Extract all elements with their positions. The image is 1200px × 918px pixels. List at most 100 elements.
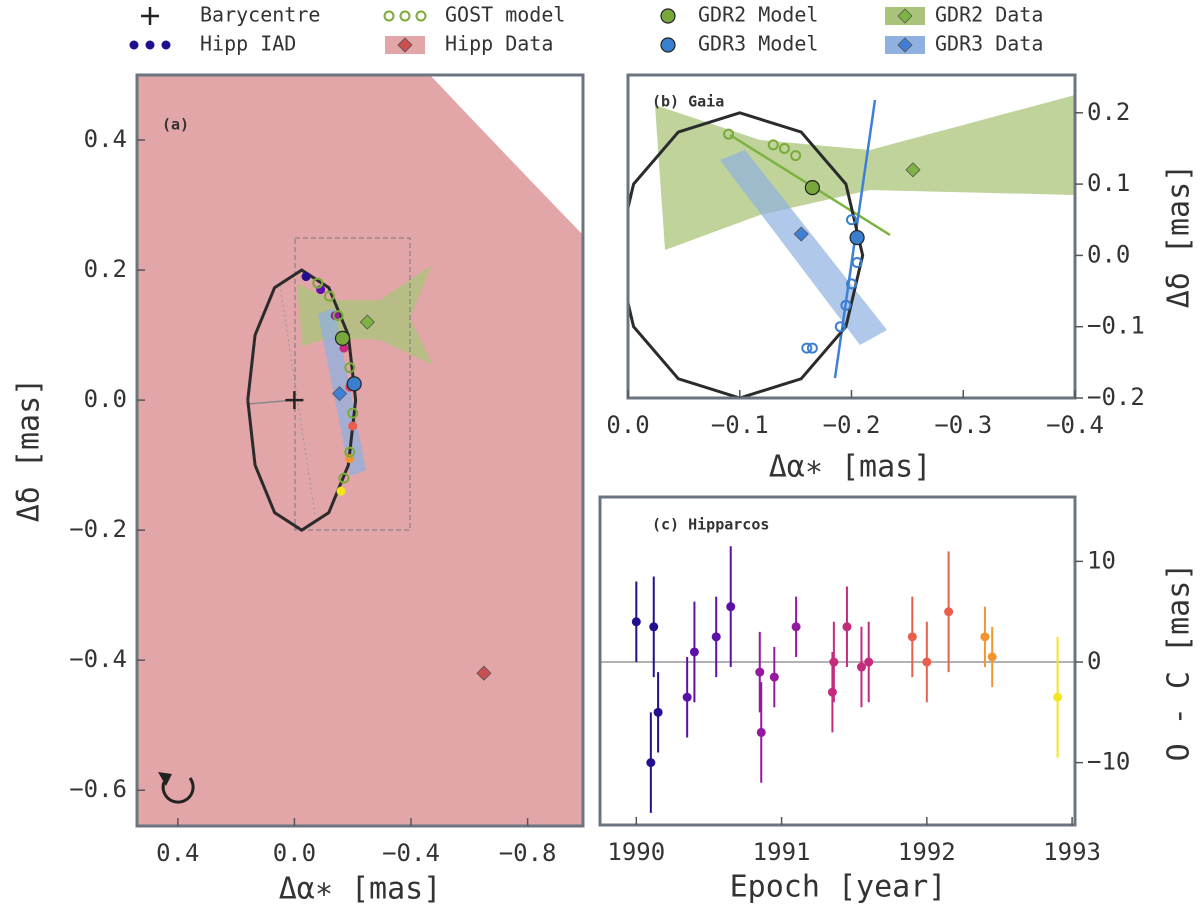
data-point bbox=[301, 272, 311, 282]
data-point bbox=[755, 667, 765, 677]
orbit bbox=[246, 268, 358, 532]
data-point bbox=[649, 622, 659, 632]
x-tick-label: 1992 bbox=[898, 838, 956, 866]
legend-label: GDR3 Data bbox=[935, 32, 1043, 56]
legend-entry: GDR3 Data bbox=[885, 32, 1043, 56]
legend-entry: GOST model bbox=[383, 3, 565, 27]
legend-entry: GDR3 Model bbox=[660, 32, 818, 56]
legend-entry: GDR2 Data bbox=[885, 3, 1043, 27]
model-point bbox=[767, 139, 779, 151]
uncertainty-region bbox=[297, 265, 433, 365]
data-point bbox=[842, 622, 852, 632]
rotation-icon bbox=[161, 777, 195, 804]
x-tick-label: 1990 bbox=[607, 838, 665, 866]
data-point bbox=[944, 607, 954, 617]
model-point bbox=[834, 321, 846, 333]
y-tick-label: 0.0 bbox=[1087, 240, 1130, 268]
y-tick-label: −0.4 bbox=[69, 645, 127, 673]
x-axis-label: Δα∗ [mas] bbox=[769, 450, 932, 485]
legend-marker bbox=[399, 10, 411, 22]
rotation-arrow bbox=[158, 772, 172, 786]
legend-marker bbox=[660, 8, 676, 24]
data-point bbox=[864, 657, 874, 667]
x-tick-label: −0.2 bbox=[823, 411, 881, 439]
data-point bbox=[682, 692, 692, 702]
y-tick-label: 0.1 bbox=[1087, 169, 1130, 197]
plot-area bbox=[137, 75, 583, 826]
plot-area bbox=[600, 546, 1091, 813]
data-point bbox=[336, 486, 346, 496]
data-point bbox=[980, 632, 990, 642]
legend-marker bbox=[415, 10, 427, 22]
y-tick-label: 10 bbox=[1087, 546, 1116, 574]
data-point bbox=[987, 652, 997, 662]
x-tick-label: 1993 bbox=[1043, 838, 1101, 866]
legend-label: Barycentre bbox=[200, 3, 320, 27]
x-tick-label: −0.3 bbox=[934, 411, 992, 439]
y-tick-label: −0.2 bbox=[1087, 383, 1145, 411]
model-point bbox=[347, 407, 359, 419]
model-point bbox=[846, 278, 857, 290]
data-point bbox=[791, 622, 801, 632]
y-tick-label: −0.6 bbox=[69, 775, 127, 803]
y-axis-label: Δδ [mas] bbox=[12, 378, 47, 523]
panel-title: (b) Gaia bbox=[652, 93, 724, 111]
x-tick-label: 0.4 bbox=[156, 839, 199, 867]
plot-area bbox=[628, 95, 1075, 398]
model-point bbox=[332, 310, 344, 322]
legend-marker bbox=[897, 8, 913, 24]
x-tick-label: −0.4 bbox=[382, 839, 440, 867]
data-point bbox=[827, 687, 837, 697]
y-tick-label: −10 bbox=[1087, 748, 1130, 776]
model-point bbox=[338, 472, 350, 484]
y-tick-label: 0.2 bbox=[84, 255, 127, 283]
y-tick-label: 0.4 bbox=[84, 125, 127, 153]
y-axis-label: O - C [mas] bbox=[1162, 563, 1197, 762]
legend-label: Hipp Data bbox=[445, 32, 553, 56]
model-point bbox=[846, 214, 857, 226]
data-point bbox=[907, 632, 917, 642]
legend-marker bbox=[145, 40, 155, 50]
legend-marker bbox=[161, 40, 171, 50]
barycentre-marker bbox=[285, 391, 304, 410]
model-epoch bbox=[849, 229, 865, 246]
data-point bbox=[756, 727, 766, 737]
data-point bbox=[922, 657, 932, 667]
legend-marker bbox=[660, 37, 676, 53]
x-tick-label: 1991 bbox=[753, 838, 811, 866]
y-tick-label: 0 bbox=[1087, 647, 1101, 675]
model-point bbox=[312, 277, 324, 289]
legend-label: Hipp IAD bbox=[200, 32, 296, 56]
legend-label: GOST model bbox=[445, 3, 565, 27]
x-tick-label: 0.0 bbox=[273, 839, 316, 867]
model-point bbox=[840, 299, 852, 311]
data-point bbox=[829, 657, 839, 667]
x-axis-label: Epoch [year] bbox=[730, 870, 947, 905]
data-point bbox=[1082, 703, 1091, 712]
data-point bbox=[348, 421, 358, 431]
data-point bbox=[689, 647, 699, 657]
data-point bbox=[631, 617, 641, 627]
data-point bbox=[856, 662, 866, 672]
legend-marker bbox=[383, 10, 395, 22]
legend-entry: GDR2 Model bbox=[660, 3, 818, 27]
legend-marker bbox=[141, 7, 159, 25]
model-point bbox=[851, 257, 863, 269]
legend-marker bbox=[129, 40, 139, 50]
x-tick-label: −0.4 bbox=[1046, 411, 1104, 439]
panel-frame bbox=[135, 73, 585, 828]
panel-frame bbox=[598, 495, 1077, 827]
legend-entry: Barycentre bbox=[141, 3, 320, 27]
data-point bbox=[711, 632, 721, 642]
model-epoch bbox=[334, 330, 351, 346]
data-diamond bbox=[476, 665, 492, 681]
data-point bbox=[726, 602, 736, 612]
model-point bbox=[790, 150, 802, 162]
data-diamond bbox=[905, 162, 921, 178]
legend-entry: Hipp Data bbox=[385, 32, 553, 56]
legend-marker bbox=[397, 37, 413, 53]
model-point bbox=[723, 128, 735, 140]
orbit bbox=[628, 111, 865, 398]
y-tick-label: −0.2 bbox=[69, 515, 127, 543]
